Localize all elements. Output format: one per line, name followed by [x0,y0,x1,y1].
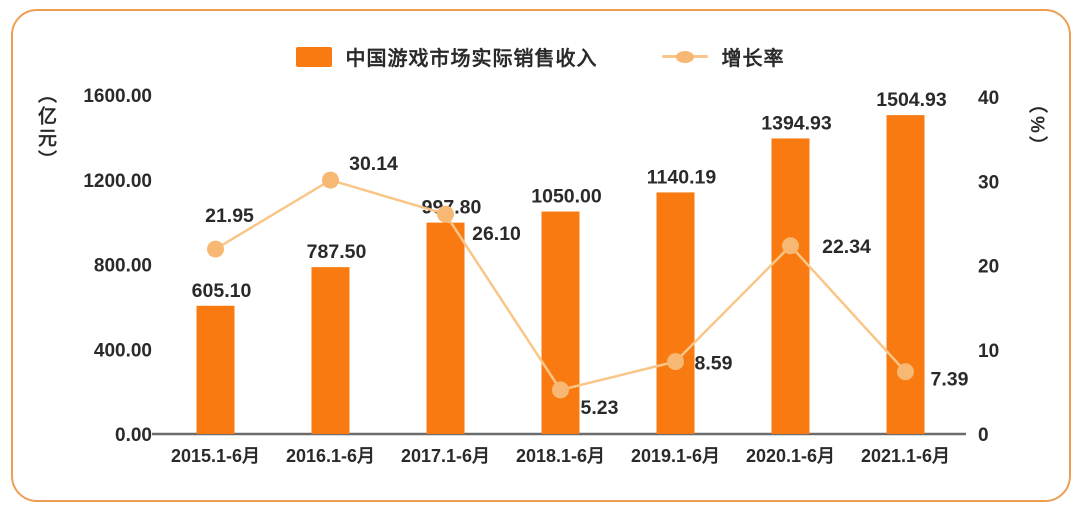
growth-point [782,237,799,255]
x-axis-label: 2019.1-6月 [631,446,720,466]
y-axis-tick-left: 1200.00 [83,171,152,192]
growth-value-label: 21.95 [205,205,254,227]
x-axis-label: 2016.1-6月 [286,446,375,466]
bar-value-label: 605.10 [192,280,252,302]
bar [656,192,695,434]
legend: 中国游戏市场实际销售收入 增长率 [0,42,1080,71]
bar-value-label: 997.80 [422,197,482,219]
growth-value-label: 22.34 [822,236,871,258]
growth-value-label: 8.59 [695,353,733,375]
y-axis-tick-left: 0.00 [115,425,152,446]
growth-value-label: 5.23 [581,397,619,419]
x-axis-label: 2015.1-6月 [171,446,260,466]
legend-label-growth-rate: 增长率 [721,48,785,70]
y-axis-tick-left: 1600.00 [83,86,152,107]
growth-point [322,171,339,189]
y-axis-tick-right: 0 [978,425,989,446]
x-axis-label: 2017.1-6月 [401,446,490,466]
x-axis-label: 2018.1-6月 [516,446,605,466]
x-axis-label: 2020.1-6月 [746,446,835,466]
legend-item-growth-rate[interactable]: 增长率 [661,42,785,71]
y-axis-tick-left: 400.00 [94,340,152,361]
y-axis-tick-left: 800.00 [94,256,152,277]
y-axis-tick-right: 30 [978,172,999,193]
bar-value-label: 1504.93 [876,89,947,111]
growth-point [437,205,454,223]
bar [426,222,465,434]
growth-point [897,363,914,381]
growth-point [552,381,569,399]
legend-item-revenue[interactable]: 中国游戏市场实际销售收入 [295,42,598,71]
growth-value-label: 26.10 [472,223,521,245]
right-axis-title: （%） [1026,94,1047,158]
line-series-marker-icon [661,50,708,64]
bar [886,115,925,435]
legend-label-revenue: 中国游戏市场实际销售收入 [345,48,598,70]
left-axis-title: （亿元） [35,84,56,172]
y-axis-tick-right: 40 [978,88,999,109]
bar-value-label: 1140.19 [647,166,717,188]
growth-value-label: 7.39 [931,369,969,391]
bar-value-label: 787.50 [307,241,367,263]
bar-value-label: 1050.00 [531,186,602,208]
x-axis-label: 2021.1-6月 [861,446,950,466]
growth-value-label: 30.14 [349,153,398,175]
bar [771,138,810,434]
y-axis-tick-right: 20 [978,257,999,278]
growth-point [667,353,684,371]
bar-series-swatch [295,46,332,67]
bar [541,211,580,434]
growth-point [207,240,224,258]
bar [196,305,235,434]
bar [311,267,350,434]
bar-value-label: 1394.93 [761,112,832,134]
y-axis-tick-right: 10 [978,341,999,362]
